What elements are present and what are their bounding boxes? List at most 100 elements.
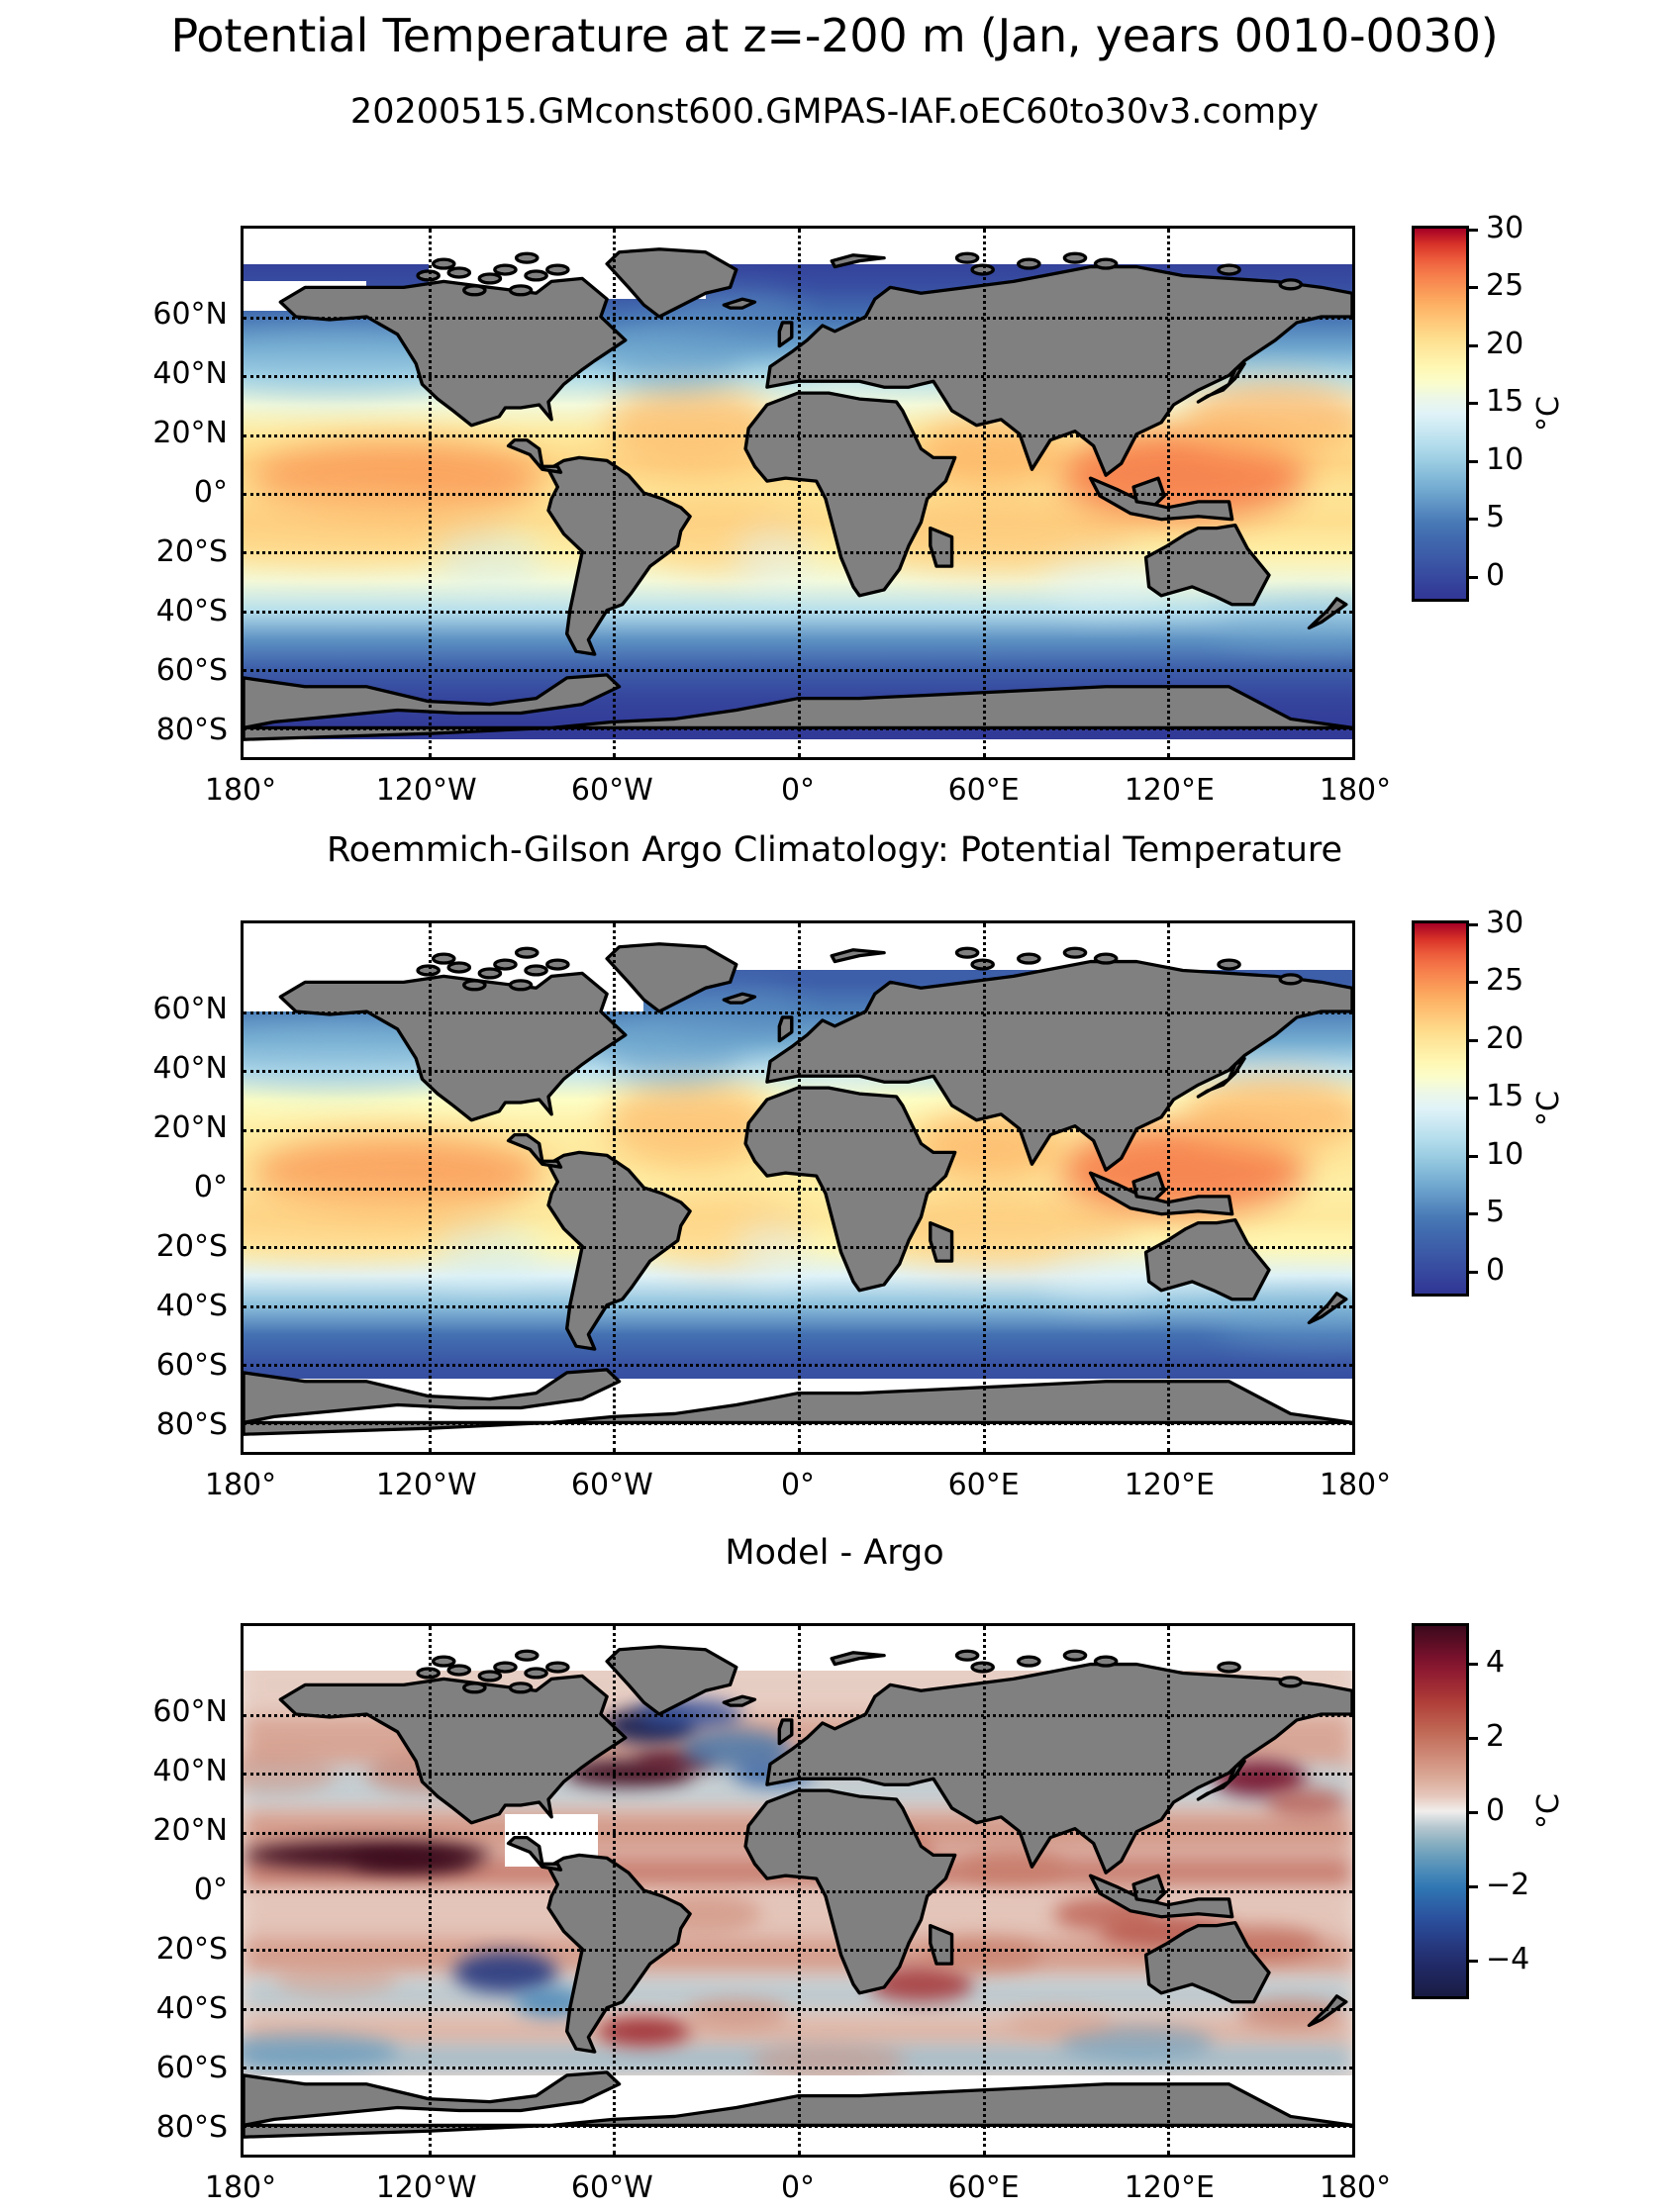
colorbar-unit-label: °C: [1530, 396, 1566, 432]
xtick-label: 0°: [780, 2170, 816, 2205]
arctic-island: [545, 1661, 570, 1674]
gridline-lon: [982, 229, 986, 757]
arctic-island: [493, 1661, 518, 1674]
arctic-island: [954, 946, 980, 959]
ytick-label: 60°N: [152, 1694, 228, 1729]
colorbar-tick-label: 10: [1486, 1136, 1524, 1172]
landmass-uk: [777, 321, 794, 348]
landmass-borneo-newguinea: [1131, 1874, 1166, 1904]
xtick-label: 180°: [1319, 1468, 1392, 1502]
arctic-island: [1217, 1661, 1241, 1674]
arctic-island: [446, 266, 472, 279]
arctic-island: [514, 251, 540, 264]
arctic-island: [1278, 1676, 1304, 1688]
xtick-label: 120°W: [375, 1468, 477, 1502]
arctic-island: [1093, 952, 1119, 965]
anomaly-feature: [960, 1849, 1066, 1885]
map-axes-difference[interactable]: [241, 1623, 1355, 2158]
xtick-label: 180°: [204, 773, 277, 808]
map-axes-argo[interactable]: [241, 920, 1355, 1455]
ytick-label: 20°S: [155, 1932, 228, 1967]
anomaly-feature: [452, 1952, 558, 1993]
landmass-north-america: [278, 971, 628, 1122]
colorbar-tick-label: 25: [1486, 268, 1524, 304]
arctic-island: [514, 946, 540, 959]
xtick-label: 60°E: [947, 1468, 1020, 1502]
xtick-label: 120°E: [1124, 1468, 1215, 1502]
temperature-anomaly-blob: [436, 1225, 544, 1279]
ytick-label: 80°S: [155, 2110, 228, 2145]
landmass-australia: [1143, 524, 1271, 607]
arctic-island: [462, 284, 487, 297]
map-axes-model[interactable]: [241, 226, 1355, 760]
map-canvas-argo: [244, 923, 1352, 1452]
temperature-anomaly-blob: [605, 384, 775, 473]
arctic-island: [1062, 1649, 1088, 1662]
gridline-lon: [798, 1626, 801, 2155]
gridline-lon: [1167, 229, 1171, 757]
arctic-island: [1062, 946, 1088, 959]
gridline-lon: [613, 923, 617, 1452]
xtick-label: 60°W: [570, 773, 653, 808]
landmass-central-america: [506, 1132, 563, 1169]
arctic-island: [1062, 251, 1088, 264]
colorbar-tick: [1466, 1959, 1478, 1963]
colorbar-tick-label: 30: [1486, 211, 1524, 245]
anomaly-feature: [751, 2043, 906, 2078]
landmass-madagascar: [929, 526, 954, 568]
colorbar-tick: [1466, 1737, 1478, 1741]
landmass-svalbard: [830, 1651, 886, 1667]
arctic-island: [1217, 263, 1241, 276]
arctic-island: [477, 1670, 503, 1683]
arctic-island: [446, 961, 472, 974]
landmass-greenland: [605, 1645, 738, 1716]
colorbar-tick-label: 30: [1486, 906, 1524, 940]
gridline-lon: [428, 923, 432, 1452]
colorbar-tick-label: 0: [1486, 1252, 1506, 1288]
colorbar-model: 30 25 20 15 10 5 0 °C: [1412, 214, 1566, 602]
arctic-island: [493, 263, 518, 276]
xtick-label: 60°E: [947, 773, 1020, 808]
colorbar-tick: [1466, 1663, 1478, 1667]
xtick-label: 180°: [1319, 2170, 1392, 2205]
colorbar-tick: [1466, 1884, 1478, 1888]
colorbar-tick: [1466, 1811, 1478, 1814]
ytick-label: 20°S: [155, 534, 228, 569]
ytick-label: 80°S: [155, 1407, 228, 1442]
arctic-island: [508, 284, 534, 297]
gridline-lon: [428, 229, 432, 757]
landmass-borneo-newguinea: [1131, 476, 1166, 507]
colorbar-tick: [1466, 981, 1478, 985]
arctic-island: [1017, 257, 1041, 270]
arctic-island: [1278, 278, 1304, 291]
arctic-island: [954, 1649, 980, 1662]
colorbar-tick: [1466, 459, 1478, 463]
landmass-greenland: [605, 247, 738, 319]
landmass-japan: [1196, 1056, 1246, 1099]
xtick-label: 120°W: [375, 2170, 477, 2205]
anomaly-feature: [244, 2034, 398, 2069]
arctic-island: [431, 952, 456, 965]
ytick-label: 0°: [193, 1170, 228, 1204]
arctic-island: [477, 272, 503, 285]
landmass-iceland: [722, 297, 757, 310]
arctic-island: [954, 251, 980, 264]
gridline-lon: [798, 229, 801, 757]
arctic-island: [477, 967, 503, 980]
arctic-island: [545, 958, 570, 971]
figure-suptitle: Potential Temperature at z=-200 m (Jan, …: [170, 9, 1499, 62]
xtick-label: 180°: [1319, 773, 1392, 808]
xtick-label: 180°: [204, 1468, 277, 1502]
xtick-label: 120°E: [1124, 2170, 1215, 2205]
xtick-label: 0°: [780, 773, 816, 808]
anomaly-feature: [1265, 1787, 1346, 1817]
colorbar-tick: [1466, 229, 1478, 232]
landmass-madagascar: [929, 1923, 954, 1966]
map-canvas-model: [244, 229, 1352, 757]
gridline-lon: [982, 923, 986, 1452]
xtick-label: 60°W: [570, 1468, 653, 1502]
landmass-japan: [1196, 361, 1246, 404]
ytick-label: 80°S: [155, 713, 228, 747]
ytick-label: 60°N: [152, 297, 228, 332]
landmass-borneo-newguinea: [1131, 1171, 1166, 1202]
